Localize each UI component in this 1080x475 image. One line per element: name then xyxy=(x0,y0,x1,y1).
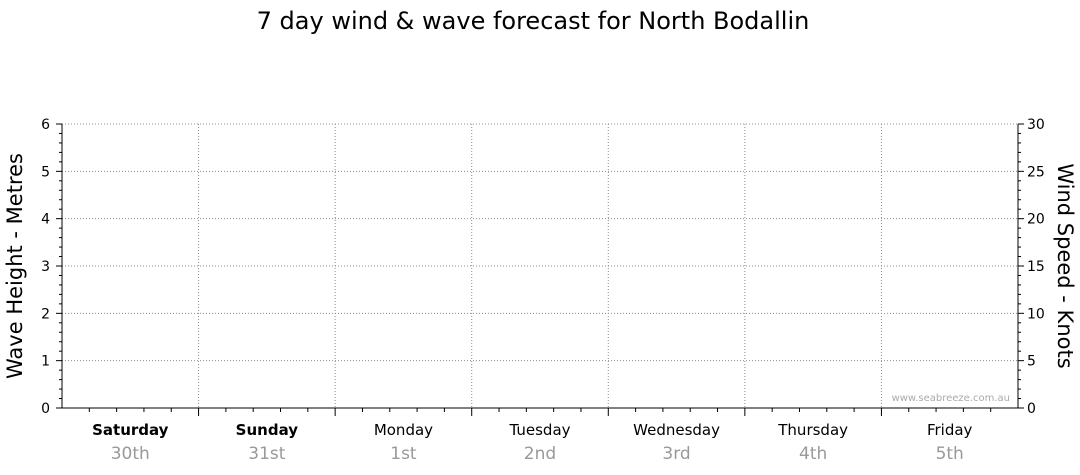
chart-axes xyxy=(61,124,1019,416)
day-date-label: 2nd xyxy=(524,444,556,464)
left-tick-label: 6 xyxy=(41,117,50,133)
left-axis-title: Wave Height - Metres xyxy=(3,153,27,379)
watermark: www.seabreeze.com.au xyxy=(892,393,1010,404)
chart-title: 7 day wind & wave forecast for North Bod… xyxy=(257,7,810,35)
left-tick-label: 3 xyxy=(41,259,50,275)
left-tick-label: 4 xyxy=(41,212,50,228)
day-name-label: Friday xyxy=(927,421,973,439)
day-name-label: Saturday xyxy=(92,421,169,439)
right-tick-label: 15 xyxy=(1027,259,1045,275)
right-tick-label: 30 xyxy=(1027,117,1045,133)
right-tick-label: 25 xyxy=(1027,164,1045,180)
day-date-label: 5th xyxy=(936,444,964,464)
day-name-label: Sunday xyxy=(236,421,299,439)
day-date-label: 3rd xyxy=(662,444,690,464)
right-axis-title: Wind Speed - Knots xyxy=(1053,163,1077,368)
left-axis-ticks: 0 1 2 3 4 5 6 xyxy=(41,117,62,417)
day-labels: Saturday 30th Sunday 31st Monday 1st Tuesday 2n… xyxy=(92,421,972,464)
left-tick-label: 2 xyxy=(41,306,50,322)
right-tick-label: 10 xyxy=(1027,306,1045,322)
day-date-label: 1st xyxy=(390,444,417,464)
left-tick-label: 1 xyxy=(41,354,50,370)
day-date-label: 31st xyxy=(248,444,285,464)
right-axis-ticks: 0 5 10 15 20 25 30 xyxy=(1018,117,1045,417)
left-tick-label: 5 xyxy=(41,164,50,180)
day-name-label: Thursday xyxy=(777,421,848,439)
right-tick-label: 5 xyxy=(1027,354,1036,370)
right-tick-label: 20 xyxy=(1027,212,1045,228)
day-name-label: Tuesday xyxy=(508,421,570,439)
day-name-label: Monday xyxy=(374,421,433,439)
right-tick-label: 0 xyxy=(1027,401,1036,417)
chart-grid xyxy=(62,123,1018,408)
day-name-label: Wednesday xyxy=(633,421,720,439)
left-tick-label: 0 xyxy=(41,401,50,417)
day-date-label: 30th xyxy=(111,444,150,464)
day-date-label: 4th xyxy=(799,444,827,464)
